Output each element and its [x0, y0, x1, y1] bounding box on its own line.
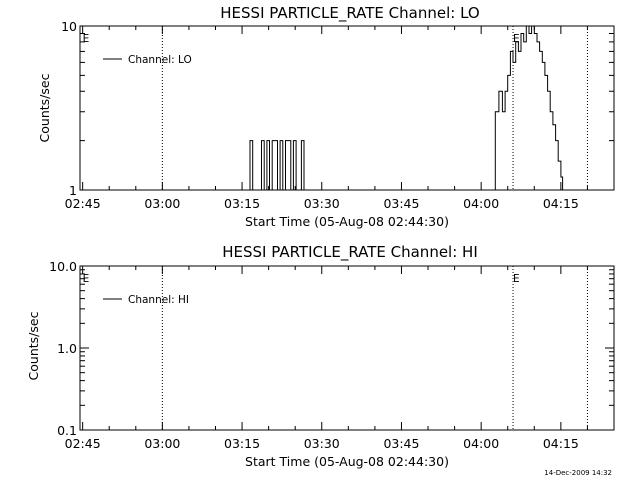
- x-tick-label: 03:15: [224, 436, 260, 451]
- x-tick-label: 02:45: [65, 436, 101, 451]
- y-tick-label: 1.0: [57, 341, 77, 356]
- panel-lo-event-lines: [161, 26, 588, 190]
- panel-hi-legend-label: Channel: HI: [128, 294, 189, 306]
- x-tick-label: 04:00: [463, 196, 499, 211]
- x-tick-label: 03:30: [304, 196, 340, 211]
- panel-hi-y-axis-label: Counts/sec: [26, 311, 41, 380]
- panel-hi-plot-frame: [79, 265, 615, 431]
- panel-lo-plot-frame: [79, 25, 615, 191]
- panel-lo-ticks: 02:45 03:00 03:15 03:30 03:45 04:00 04:15 1 10: [61, 19, 615, 211]
- panel-lo-title: HESSI PARTICLE_RATE Channel: LO: [220, 4, 479, 23]
- x-tick-label: 04:00: [463, 436, 499, 451]
- panel-hi-x-axis-label: Start Time (05-Aug-08 02:44:30): [245, 454, 449, 469]
- y-tick-label: 10.0: [49, 259, 77, 274]
- x-tick-label: 03:45: [383, 196, 419, 211]
- x-tick-label: 02:45: [65, 196, 101, 211]
- x-tick-label: 03:15: [224, 196, 260, 211]
- panel-lo-legend-label: Channel: LO: [128, 54, 192, 66]
- panel-lo-series: [247, 25, 564, 191]
- y-tick-label: 10: [61, 19, 77, 34]
- x-tick-label: 04:15: [543, 436, 579, 451]
- x-tick-label: 03:45: [383, 436, 419, 451]
- panel-lo-x-axis-label: Start Time (05-Aug-08 02:44:30): [245, 214, 449, 229]
- x-tick-label: 03:00: [144, 436, 180, 451]
- panel-lo-y-axis-label: Counts/sec: [37, 73, 52, 142]
- x-tick-label: 03:30: [304, 436, 340, 451]
- panel-hi-ticks: 02:45 03:00 03:15 03:30 03:45 04:00 04:15 0.1 1.…: [49, 259, 615, 451]
- x-tick-label: 04:15: [543, 196, 579, 211]
- event-marker: E: [513, 33, 520, 45]
- y-tick-label: 1: [69, 183, 77, 198]
- panel-lo: HESSI PARTICLE_RATE Channel: LO 02:45 03:…: [37, 4, 615, 229]
- footer-timestamp: 14-Dec-2009 14:32: [544, 469, 612, 477]
- event-marker: E: [83, 33, 90, 45]
- y-tick-label: 0.1: [57, 423, 77, 438]
- series-line: [247, 25, 564, 191]
- event-marker: E: [83, 273, 90, 285]
- x-tick-label: 03:00: [144, 196, 180, 211]
- event-marker: E: [513, 273, 520, 285]
- panel-hi-event-lines: [161, 266, 588, 430]
- panel-hi: HESSI PARTICLE_RATE Channel: HI 02:45 03:…: [26, 243, 615, 469]
- panel-hi-title: HESSI PARTICLE_RATE Channel: HI: [222, 243, 478, 262]
